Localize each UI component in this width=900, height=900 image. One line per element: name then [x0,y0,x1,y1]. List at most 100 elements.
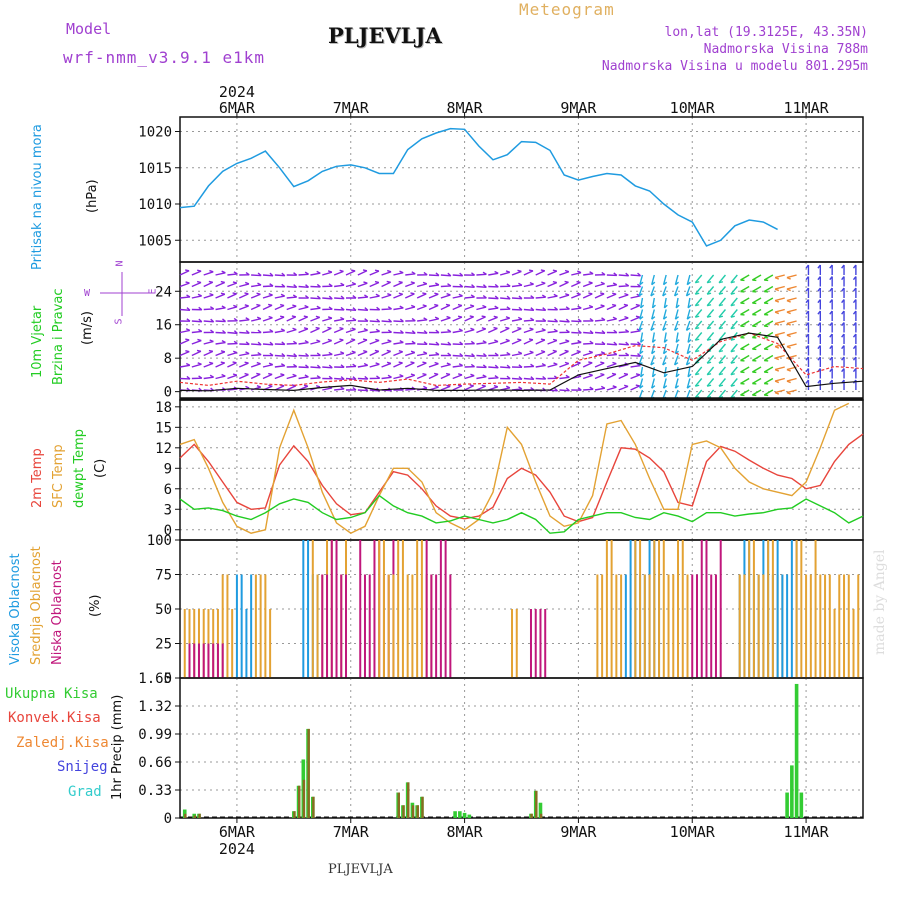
wind-barb [673,286,679,297]
wind-barb-head [612,316,617,320]
wind-barb-head [209,339,214,343]
wind-barb [650,355,655,366]
wind-barb [547,270,558,276]
wind-barb-head [817,287,821,292]
wind-barb-head [718,315,724,318]
wind-barb [476,285,487,289]
wind-barb-head [600,372,605,376]
wind-barb-head [208,280,213,283]
wind-barb [594,331,606,334]
wind-barb-head [611,372,617,375]
wind-barb-head [434,361,439,365]
wind-barb [334,377,345,380]
wind-barb [381,340,392,345]
wind-barb-head [410,361,415,364]
wind-barb [559,362,570,368]
wind-barb-head [707,327,712,330]
pressure-ytick-label-3: 1020 [138,125,172,141]
wind-barb-head [588,361,593,364]
wind-barb-head [387,306,392,310]
wind-barb [687,297,691,308]
wind-barb-head [528,269,534,272]
wind-barb-head [494,270,499,274]
wind-barb-head [399,339,404,344]
wind-barb [740,366,750,373]
wind-barb [334,352,345,357]
wind-barb-head [292,304,297,307]
wind-barb-head [292,373,297,377]
wind-ytick-label-3: 24 [155,284,172,300]
wind-barb-head [197,269,202,272]
wind-barb-head [663,316,668,320]
wind-barb [357,270,368,276]
wind-barb [191,270,202,276]
wind-barb [440,343,451,346]
wind-barb-head [256,316,262,320]
wind-barb [500,366,511,369]
wind-barb [662,343,667,354]
wind-barb [675,366,679,377]
wind-barb-head [650,362,655,366]
wind-barb-head [852,345,857,350]
wind-barb-head [541,327,546,331]
wind-barb [786,354,797,359]
wind-barb-head [304,340,309,344]
wind-barb-head [774,380,780,384]
precip-conv-bar [539,813,543,818]
wind-barb-head [422,372,427,376]
wind-barb [774,377,785,382]
wind-barb-head [363,350,368,353]
wind-barb [606,343,617,346]
wind-barb-head [269,328,274,333]
wind-barb-head [554,387,559,392]
wind-barb-head [552,269,557,272]
wind-barb-head [506,375,511,380]
wind-barb-head [718,373,724,376]
wind-barb-head [774,357,780,361]
wind-barb [405,351,416,357]
wind-barb [345,377,357,381]
wind-barb-head [528,338,534,341]
wind-speed-line [179,332,864,387]
wind-barb-head [805,368,810,373]
wind-barb [369,330,380,334]
wind-barb-head [244,304,249,307]
wind-barb [547,339,558,345]
footer-station: PLJEVLJA [328,862,393,877]
wind-barb-head [675,339,680,343]
wind-barb-head [852,368,857,373]
wind-barb [452,374,463,380]
wind-barb-head [774,276,780,280]
wind-barb [718,286,726,295]
wind-barb-head [707,384,712,387]
wind-barb [694,343,703,353]
wind-barb-head [663,281,668,286]
wind-barb [662,355,667,366]
temp-ytick-label-2: 6 [164,482,172,498]
wind-barb-head [469,384,474,387]
wind-barb [203,281,214,288]
wind-barb [464,316,474,322]
wind-barb-head [718,350,724,353]
wind-barb [452,295,463,299]
wind-barb [298,316,308,322]
wind-barb-head [518,364,523,368]
wind-barb [476,306,487,311]
wind-barb-head [829,299,833,304]
wind-barb-head [530,295,535,299]
wind-barb-head [817,379,821,384]
wind-barb-head [422,292,427,295]
wind-barb-head [220,292,225,295]
wind-barb [752,366,762,373]
wind-barb [752,297,762,304]
wind-barb [452,330,463,334]
wind-barb-head [351,327,356,331]
wind-barb [357,329,368,334]
wind-barb [179,308,191,311]
wind-barb-head [185,269,190,272]
wind-barb [191,330,202,334]
wind-barb-head [233,330,238,334]
wind-barb [286,375,297,380]
pressure-ytick-label-1: 1010 [138,197,172,213]
wind-barb-head [446,384,451,387]
